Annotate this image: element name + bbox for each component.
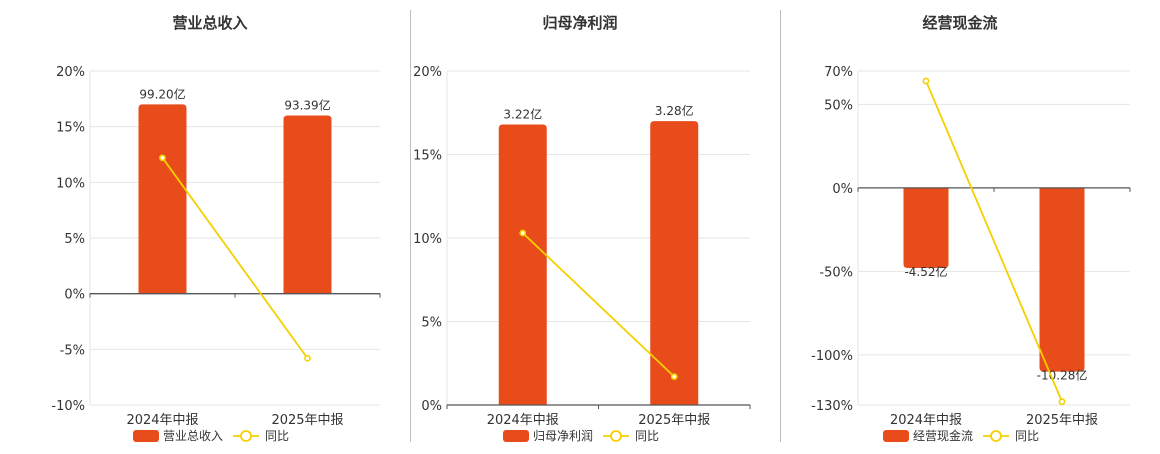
category-label: 2025年中报 — [271, 413, 343, 428]
bar — [903, 187, 949, 269]
yoy-point — [159, 154, 166, 162]
legend-bar-swatch — [883, 430, 909, 442]
yoy-point — [1058, 398, 1066, 406]
y-tick-label: 50% — [824, 98, 853, 113]
y-tick-label: 70% — [824, 65, 853, 80]
y-tick-label: 20% — [56, 65, 85, 80]
yoy-point — [519, 229, 527, 237]
legend-bar-label: 经营现金流 — [913, 428, 973, 443]
bar-data-label: 3.22亿 — [503, 106, 542, 121]
legend-bar-label: 营业总收入 — [163, 429, 223, 443]
chart-title: 归母净利润 — [542, 14, 617, 32]
chart-net-profit-svg: 归母净利润 20% 15% 10% 5% 0% 3.22亿 3.28亿 2024年中报 2025年… — [413, 14, 751, 443]
legend-line-label: 同比 — [1015, 429, 1039, 443]
yoy-line — [161, 157, 309, 359]
y-tick-label: -50% — [819, 265, 853, 280]
y-tick-label: -10% — [51, 399, 85, 414]
legend-line-marker — [990, 430, 1002, 442]
category-label: 2024年中报 — [487, 413, 559, 428]
panel-divider-2 — [780, 10, 781, 442]
category-label: 2025年中报 — [638, 413, 710, 428]
bar — [138, 104, 187, 294]
chart-title: 经营现金流 — [922, 14, 997, 32]
bar — [283, 115, 332, 294]
legend-line-marker — [610, 430, 622, 442]
legend-line-marker — [240, 430, 252, 442]
y-tick-label: 20% — [413, 65, 442, 80]
chart-revenue: 营业总收入 20% 15% 10% 5% 0% -5% -10% 99.20亿 93.39亿 202… — [0, 0, 410, 450]
yoy-point — [922, 77, 930, 85]
y-tick-label: 15% — [413, 149, 442, 164]
category-label: 2025年中报 — [1026, 413, 1098, 428]
y-tick-label: -130% — [811, 399, 853, 414]
y-tick-label: -100% — [811, 349, 853, 364]
y-tick-label: 0% — [832, 182, 853, 197]
y-tick-label: 0% — [64, 288, 85, 303]
chart-cash-flow: 经营现金流 70% 50% 0% -50% -100% -130% -4.52亿 -10.28亿… — [780, 0, 1160, 450]
y-tick-label: 15% — [56, 121, 85, 136]
chart-net-profit: 归母净利润 20% 15% 10% 5% 0% 3.22亿 3.28亿 2024年中报 2025年… — [410, 0, 780, 450]
bar — [650, 121, 699, 405]
y-tick-label: -5% — [60, 343, 85, 358]
y-tick-label: 5% — [421, 316, 442, 331]
chart-revenue-svg: 营业总收入 20% 15% 10% 5% 0% -5% -10% 99.20亿 93.39亿 202… — [51, 14, 381, 443]
y-tick-label: 10% — [413, 232, 442, 247]
bar — [1039, 187, 1085, 372]
legend-line-label: 同比 — [265, 429, 289, 443]
yoy-point — [670, 373, 678, 381]
bar-data-label: -10.28亿 — [1037, 368, 1088, 383]
panel-divider-1 — [410, 10, 411, 442]
category-label: 2024年中报 — [126, 413, 198, 428]
legend-bar-swatch — [133, 430, 159, 442]
chart-cash-flow-svg: 经营现金流 70% 50% 0% -50% -100% -130% -4.52亿 -10.28亿… — [811, 14, 1131, 443]
legend-bar-swatch — [503, 430, 529, 442]
yoy-line — [925, 80, 1063, 403]
legend-bar-label: 归母净利润 — [533, 429, 593, 443]
y-tick-label: 5% — [64, 232, 85, 247]
legend-line-label: 同比 — [635, 429, 659, 443]
y-tick-label: 0% — [421, 399, 442, 414]
yoy-line — [522, 232, 675, 378]
bar-data-label: 3.28亿 — [655, 103, 694, 118]
category-label: 2024年中报 — [890, 413, 962, 428]
bar-data-label: -4.52亿 — [904, 264, 947, 279]
chart-title: 营业总收入 — [172, 14, 247, 32]
bar-data-label: 93.39亿 — [284, 98, 330, 113]
y-tick-label: 10% — [56, 176, 85, 191]
bar — [498, 124, 547, 405]
bar-data-label: 99.20亿 — [139, 86, 185, 101]
yoy-point — [304, 354, 311, 362]
